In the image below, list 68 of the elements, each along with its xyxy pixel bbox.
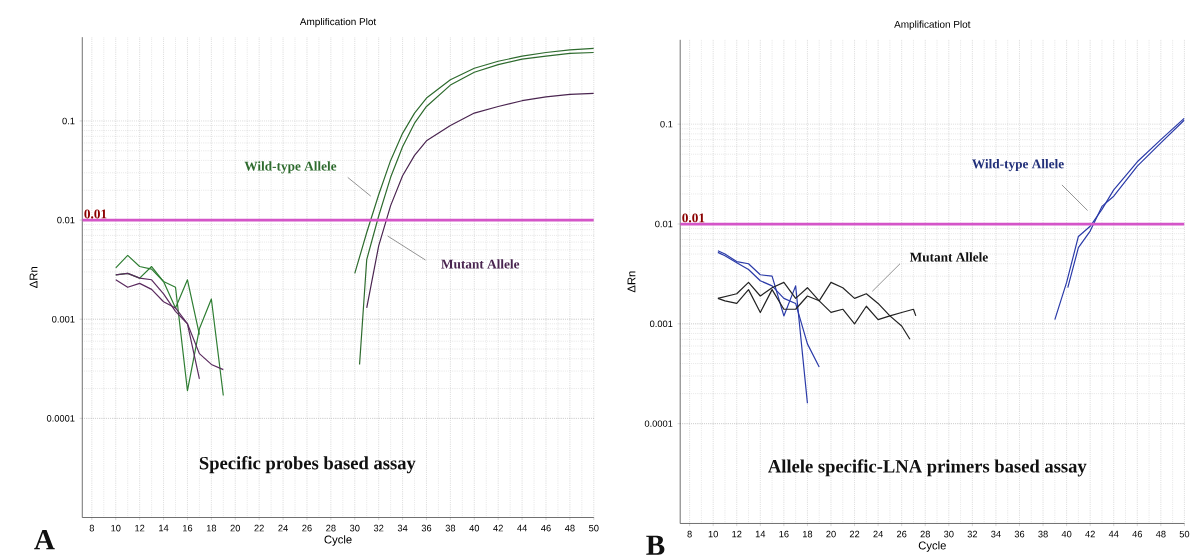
x-tick-label: 36 <box>421 524 432 532</box>
x-tick-label: 34 <box>991 530 1001 538</box>
x-tick-label: 12 <box>732 530 742 538</box>
x-tick-label: 36 <box>1014 530 1025 538</box>
y-tick-label: 0.001 <box>649 320 673 328</box>
y-axis-title: ΔRn <box>29 267 38 288</box>
x-tick-label: 28 <box>920 530 930 538</box>
x-tick-label: 46 <box>1132 530 1143 538</box>
x-tick-label: 34 <box>397 524 408 532</box>
ref-line-label: 0.01 <box>84 209 107 219</box>
y-tick-label: 0.0001 <box>46 415 75 422</box>
y-tick-label: 0.01 <box>655 220 673 228</box>
x-tick-label: 38 <box>445 524 456 532</box>
x-tick-label: 28 <box>326 524 336 532</box>
x-tick-label: 26 <box>896 530 907 538</box>
x-tick-label: 48 <box>564 524 575 532</box>
x-tick-label: 48 <box>1155 530 1166 538</box>
annotation: Mutant Allele <box>441 259 520 269</box>
y-tick-label: 0.0001 <box>644 420 673 427</box>
annotation: Specific probes based assay <box>199 456 416 474</box>
text: A <box>34 529 55 550</box>
x-tick-label: 38 <box>1038 530 1048 538</box>
x-tick-label: 40 <box>1061 530 1072 538</box>
x-tick-label: 42 <box>1085 530 1095 538</box>
annotation: Allele specific-LNA primers based assay <box>768 459 1087 477</box>
x-tick-label: 22 <box>849 530 860 538</box>
x-tick-label: 8 <box>89 524 95 532</box>
x-tick-label: 18 <box>802 530 813 538</box>
x-tick-label: 32 <box>373 524 384 532</box>
annotation: Wild-type Allele <box>972 158 1064 172</box>
x-tick-label: 16 <box>779 530 789 538</box>
x-tick-label: 44 <box>517 524 527 532</box>
x-tick-label: 18 <box>206 524 217 532</box>
x-tick-label: 46 <box>541 524 551 532</box>
x-tick-label: 20 <box>826 530 836 538</box>
x-tick-label: 42 <box>493 524 503 532</box>
x-axis-title: Cycle <box>918 541 946 552</box>
x-tick-label: 50 <box>589 524 599 532</box>
x-tick-label: 10 <box>708 530 718 538</box>
x-tick-label: 26 <box>302 524 312 532</box>
text: B <box>646 535 665 555</box>
x-tick-label: 40 <box>469 524 480 532</box>
x-tick-label: 24 <box>873 530 883 538</box>
y-tick-label: 0.1 <box>62 117 75 125</box>
x-tick-label: 30 <box>349 524 360 532</box>
x-tick-label: 22 <box>254 524 264 532</box>
x-tick-label: 8 <box>687 530 692 538</box>
y-tick-label: 0.001 <box>52 315 75 323</box>
x-axis-title: Cycle <box>324 535 352 546</box>
y-tick-label: 0.1 <box>660 120 673 128</box>
x-tick-label: 44 <box>1108 530 1119 538</box>
ref-line-label: 0.01 <box>682 213 705 223</box>
annotation: Mutant Allele <box>909 252 988 262</box>
x-tick-label: 14 <box>159 524 169 532</box>
chart-title: Amplification Plot <box>299 17 377 28</box>
chart-title: Amplification Plot <box>894 20 971 30</box>
y-tick-label: 0.01 <box>57 216 75 224</box>
x-tick-label: 24 <box>278 524 288 532</box>
x-tick-label: 12 <box>135 524 145 532</box>
x-tick-label: 32 <box>967 530 978 538</box>
x-tick-label: 14 <box>755 530 766 538</box>
x-tick-label: 50 <box>1179 530 1190 538</box>
x-tick-label: 16 <box>183 524 193 532</box>
x-tick-label: 20 <box>230 524 241 532</box>
y-axis-title: ΔRn <box>627 271 636 293</box>
x-tick-label: 10 <box>111 524 121 532</box>
x-tick-label: 30 <box>943 530 954 538</box>
annotation: Wild-type Allele <box>244 161 337 174</box>
